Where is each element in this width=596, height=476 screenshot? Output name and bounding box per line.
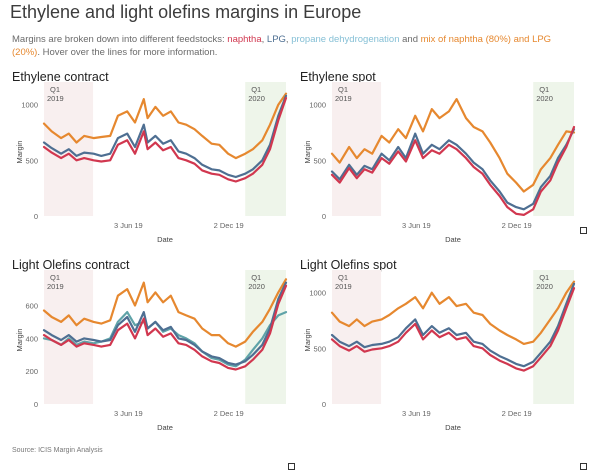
y-tick-label: 0 bbox=[322, 400, 326, 409]
y-tick-label: 1000 bbox=[309, 101, 326, 110]
y-axis-label: Margin bbox=[15, 329, 24, 352]
y-axis-label: Margin bbox=[15, 141, 24, 164]
y-axis-label: Margin bbox=[303, 329, 312, 352]
subtitle: Margins are broken down into different f… bbox=[12, 33, 572, 59]
band-label: Q1 bbox=[50, 85, 60, 94]
legend-propane: propane dehydrogenation bbox=[291, 34, 400, 45]
subtitle-prefix: Margins are broken down into different f… bbox=[12, 34, 228, 45]
quarter-band bbox=[332, 82, 382, 216]
series-line-naphtha[interactable] bbox=[330, 125, 576, 216]
x-axis-label: Date bbox=[157, 235, 173, 244]
y-axis-label: Margin bbox=[303, 141, 312, 164]
legend-naphtha: naphtha bbox=[227, 34, 262, 45]
chart-light-olefins-spot: Light Olefins spot Q1 2019 Q1 2020 0 500 1000 M… bbox=[298, 258, 588, 448]
y-tick-label: 0 bbox=[34, 212, 38, 221]
x-axis-label: Date bbox=[445, 235, 461, 244]
y-tick-label: 1000 bbox=[21, 101, 38, 110]
subtitle-and: and bbox=[399, 34, 421, 45]
x-tick-label: 3 Jun 19 bbox=[402, 221, 431, 230]
x-tick-label: 3 Jun 19 bbox=[114, 221, 143, 230]
band-label: 2020 bbox=[248, 282, 265, 291]
y-tick-label: 500 bbox=[313, 344, 326, 353]
chart-title: Ethylene spot bbox=[300, 70, 376, 84]
x-tick-label: 3 Jun 19 bbox=[114, 409, 143, 418]
x-tick-label: 3 Jun 19 bbox=[402, 409, 431, 418]
quarter-band bbox=[332, 270, 382, 404]
source-note: Source: ICIS Margin Analysis bbox=[12, 447, 103, 454]
band-label: Q1 bbox=[338, 85, 348, 94]
band-label: 2019 bbox=[47, 94, 64, 103]
resize-handle[interactable] bbox=[580, 227, 587, 234]
page-title: Ethylene and light olefins margins in Eu… bbox=[10, 2, 362, 22]
x-tick-label: 2 Dec 19 bbox=[214, 409, 244, 418]
series-line-mix[interactable] bbox=[330, 280, 576, 345]
band-label: 2019 bbox=[335, 282, 352, 291]
chart-light-olefins-contract: Light Olefins contract Q1 2019 Q1 2020 0 200 4… bbox=[10, 258, 300, 448]
band-label: Q1 bbox=[539, 85, 549, 94]
band-label: Q1 bbox=[251, 85, 261, 94]
chart-ethylene-contract: Ethylene contract Q1 2019 Q1 2020 0 500 1000 Ma… bbox=[10, 70, 300, 260]
chart-title: Ethylene contract bbox=[12, 70, 109, 84]
subtitle-comma-1: , bbox=[261, 34, 267, 45]
resize-handle[interactable] bbox=[580, 463, 587, 470]
x-tick-label: 2 Dec 19 bbox=[214, 221, 244, 230]
legend-mix: mix of naphtha (80%) and LPG (20%) bbox=[12, 34, 552, 58]
series-line-lpg[interactable] bbox=[330, 282, 576, 368]
series-line-naphtha[interactable] bbox=[42, 96, 288, 183]
band-label: 2019 bbox=[47, 282, 64, 291]
series-line-naphtha[interactable] bbox=[330, 287, 576, 372]
x-tick-label: 2 Dec 19 bbox=[502, 221, 532, 230]
series-line-mix[interactable] bbox=[330, 98, 576, 193]
series-line-mix[interactable] bbox=[42, 92, 288, 160]
series-line-propane[interactable] bbox=[42, 311, 288, 368]
y-tick-label: 400 bbox=[25, 334, 38, 343]
y-tick-label: 500 bbox=[313, 156, 326, 165]
band-label: 2019 bbox=[335, 94, 352, 103]
series-line-lpg[interactable] bbox=[330, 128, 576, 211]
band-label: Q1 bbox=[539, 273, 549, 282]
y-tick-label: 200 bbox=[25, 367, 38, 376]
series-line-mix[interactable] bbox=[42, 278, 288, 348]
resize-handle[interactable] bbox=[288, 463, 295, 470]
x-axis-label: Date bbox=[157, 423, 173, 432]
series-line-lpg[interactable] bbox=[42, 281, 288, 366]
chart-ethylene-spot: Ethylene spot Q1 2019 Q1 2020 0 500 1000 Margin… bbox=[298, 70, 588, 260]
band-label: Q1 bbox=[50, 273, 60, 282]
chart-title: Light Olefins contract bbox=[12, 258, 130, 272]
band-label: Q1 bbox=[251, 273, 261, 282]
quarter-band bbox=[44, 270, 94, 404]
subtitle-comma-2: , bbox=[285, 34, 292, 45]
y-tick-label: 500 bbox=[25, 156, 38, 165]
chart-title: Light Olefins spot bbox=[300, 258, 397, 272]
subtitle-suffix: . Hover over the lines for more informat… bbox=[37, 47, 218, 58]
band-label: 2020 bbox=[536, 282, 553, 291]
series-line-naphtha[interactable] bbox=[42, 284, 288, 371]
y-tick-label: 0 bbox=[34, 400, 38, 409]
band-label: 2020 bbox=[536, 94, 553, 103]
legend-lpg: LPG bbox=[266, 34, 286, 45]
y-tick-label: 600 bbox=[25, 302, 38, 311]
y-tick-label: 1000 bbox=[309, 289, 326, 298]
band-label: Q1 bbox=[338, 273, 348, 282]
series-line-lpg[interactable] bbox=[42, 94, 288, 179]
x-axis-label: Date bbox=[445, 423, 461, 432]
x-tick-label: 2 Dec 19 bbox=[502, 409, 532, 418]
y-tick-label: 0 bbox=[322, 212, 326, 221]
band-label: 2020 bbox=[248, 94, 265, 103]
